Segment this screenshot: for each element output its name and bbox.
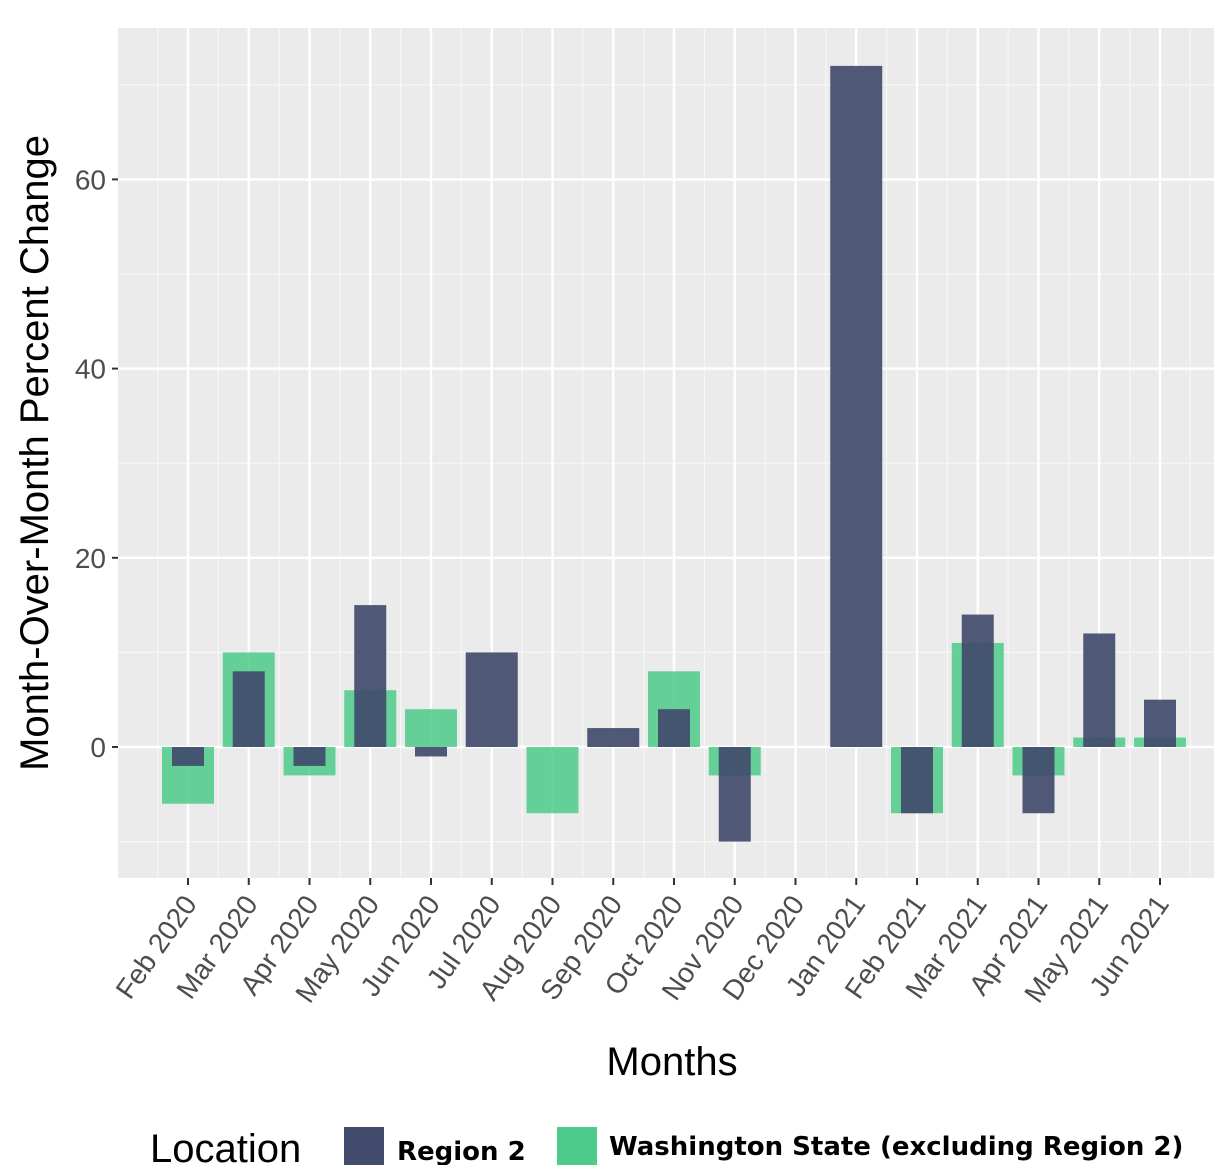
bar-region-2-may-2020 bbox=[354, 605, 387, 747]
bar-region-2-apr-2021 bbox=[1022, 747, 1055, 814]
bar-region-2-jul-2020 bbox=[465, 652, 518, 747]
bar-layer bbox=[162, 65, 1186, 842]
bar-washington-state-jun-2020 bbox=[405, 709, 457, 747]
bar-region-2-mar-2021 bbox=[961, 614, 994, 747]
y-axis-title: Month-Over-Month Percent Change bbox=[13, 135, 57, 771]
bar-region-2-sep-2020 bbox=[587, 728, 640, 747]
y-tick-label: 20 bbox=[75, 543, 106, 574]
bar-washington-state-aug-2020 bbox=[526, 747, 579, 814]
bar-region-2-jun-2021 bbox=[1144, 699, 1176, 747]
legend: Location Region 2 Washington State (excl… bbox=[150, 1127, 1183, 1165]
bar-region-2-apr-2020 bbox=[293, 747, 326, 766]
bar-region-2-feb-2020 bbox=[172, 747, 204, 766]
bar-region-2-nov-2020 bbox=[718, 747, 751, 842]
y-tick-label: 0 bbox=[90, 732, 106, 763]
bar-region-2-may-2021 bbox=[1083, 633, 1116, 747]
bar-region-2-mar-2020 bbox=[232, 671, 265, 747]
y-tick-label: 40 bbox=[75, 354, 106, 385]
legend-label-region-2: Region 2 bbox=[397, 1137, 526, 1165]
legend-swatch-washington-state bbox=[557, 1127, 597, 1165]
legend-label-washington-state: Washington State (excluding Region 2) bbox=[609, 1132, 1183, 1162]
x-axis-title: Months bbox=[606, 1040, 737, 1084]
legend-title: Location bbox=[150, 1127, 301, 1165]
bar-region-2-feb-2021 bbox=[901, 747, 933, 814]
y-tick-label: 60 bbox=[75, 164, 106, 195]
legend-swatch-region-2 bbox=[344, 1127, 384, 1165]
bar-region-2-jan-2021 bbox=[830, 65, 883, 747]
bar-region-2-oct-2020 bbox=[658, 709, 690, 747]
bar-region-2-jun-2020 bbox=[415, 747, 447, 757]
